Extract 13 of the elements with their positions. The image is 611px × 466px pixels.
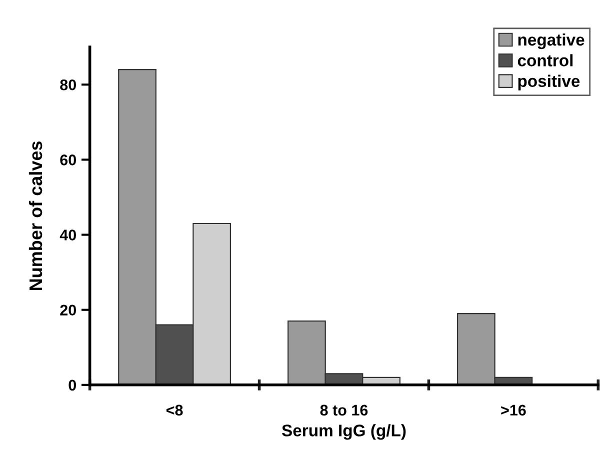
legend-label: positive xyxy=(518,74,580,90)
x-tick-label: <8 xyxy=(166,404,183,416)
y-tick-label: 20 xyxy=(60,304,76,316)
y-tick-label: 0 xyxy=(68,380,76,391)
y-tick-label: 40 xyxy=(60,230,76,240)
legend-label: negative xyxy=(518,33,584,50)
x-tick-label: 8 to 16 xyxy=(320,404,368,416)
y-tick-label: 80 xyxy=(60,79,76,90)
y-tick-label: 60 xyxy=(60,154,76,166)
x-axis-title: Serum IgG (g/L) xyxy=(282,424,406,440)
y-axis-title: Number of calves xyxy=(28,141,42,290)
legend-label: control xyxy=(518,54,573,66)
x-tick-label: >16 xyxy=(501,404,526,416)
